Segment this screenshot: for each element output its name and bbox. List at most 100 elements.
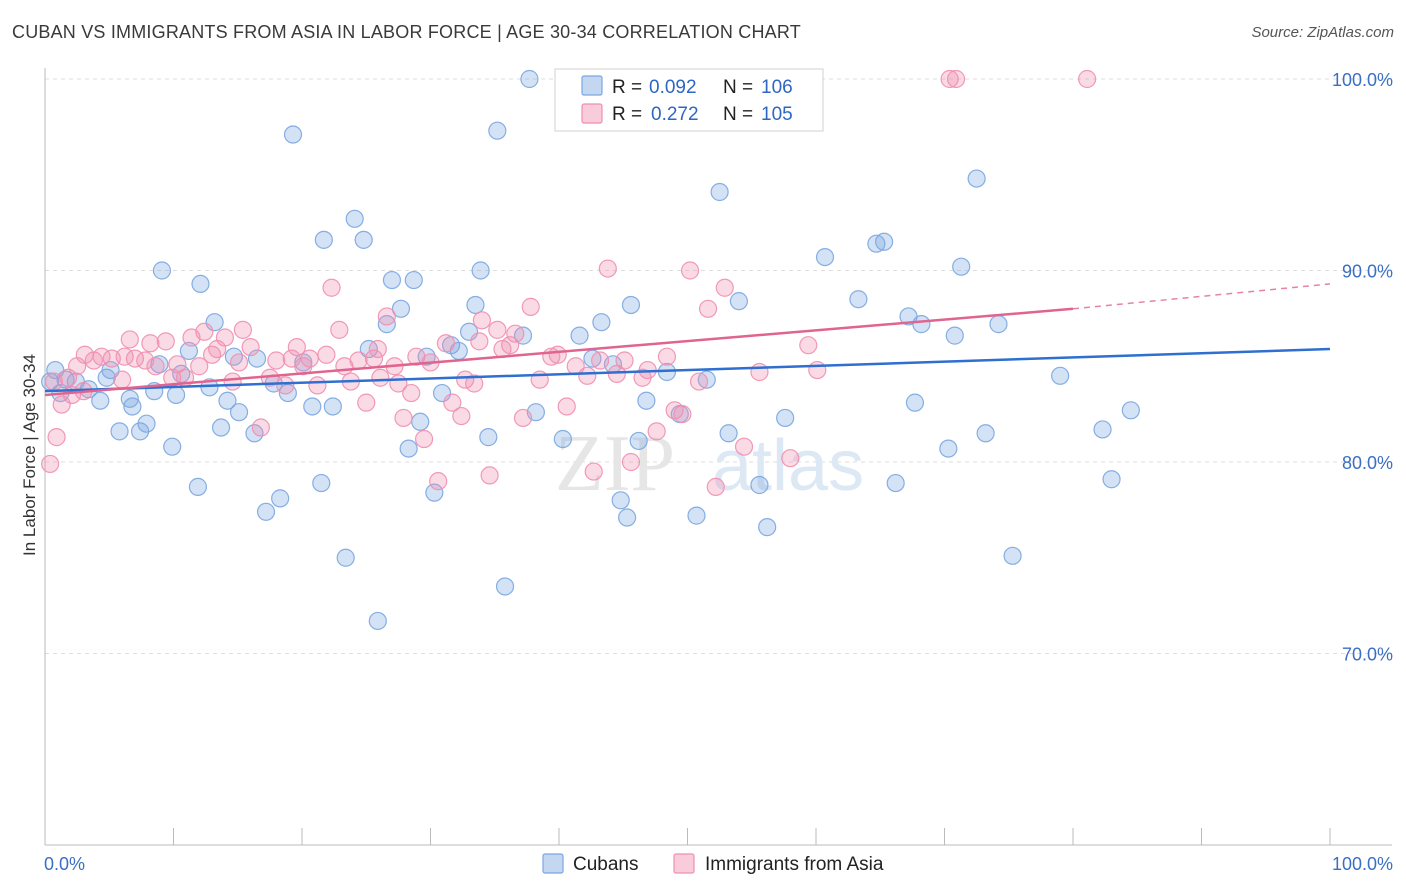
cubans-point-61: [488, 121, 507, 140]
cubans-point-74: [629, 431, 648, 451]
x-tick-label-0: 0.0%: [44, 854, 85, 874]
cubans-point-53: [425, 483, 444, 502]
asia-point-91: [698, 299, 718, 318]
cubans-point-39: [314, 230, 333, 249]
asia-point-67: [501, 336, 520, 355]
asia-point-27: [223, 372, 242, 391]
asia-point-52: [394, 408, 413, 428]
y-axis-title: In Labor Force | Age 30-34: [20, 354, 39, 556]
bottom-legend-swatch-cubans: [542, 853, 564, 874]
asia-point-59: [443, 393, 462, 412]
cubans-point-97: [967, 169, 986, 188]
asia-point-86: [657, 347, 677, 366]
cubans-point-67: [570, 326, 589, 345]
asia-point-12: [120, 330, 139, 349]
cubans-point-11: [123, 397, 142, 416]
y-tick-label-0: 100.0%: [1332, 70, 1393, 90]
cubans-point-73: [621, 295, 641, 315]
cubans-point-20: [179, 341, 199, 361]
asia-point-92: [706, 477, 725, 496]
asia-point-26: [215, 328, 234, 347]
asia-point-88: [673, 405, 692, 424]
asia-point-96: [781, 449, 800, 468]
asia-point-49: [377, 307, 396, 326]
y-tick-label-3: 70.0%: [1342, 645, 1393, 665]
x-tick-label-1: 100.0%: [1332, 854, 1393, 874]
watermark: ZIP atlas: [555, 420, 864, 508]
cubans-point-50: [404, 270, 423, 290]
asia-point-10: [112, 370, 132, 389]
asia-point-61: [456, 370, 475, 389]
cubans-point-96: [952, 257, 971, 276]
cubans-point-84: [758, 518, 777, 537]
cubans-point-16: [152, 261, 172, 280]
cubans-point-66: [553, 429, 572, 449]
asia-point-68: [506, 324, 525, 343]
cubans-point-49: [399, 439, 418, 458]
asia-point-76: [578, 366, 597, 385]
cubans-point-90: [886, 473, 905, 493]
asia-point-60: [452, 406, 471, 426]
cubans-point-92: [905, 393, 925, 412]
asia-point-30: [241, 338, 260, 357]
cubans-point-51: [411, 412, 430, 431]
asia-point-98: [808, 360, 827, 380]
asia-trend-extension: [1072, 283, 1331, 310]
cubans-point-100: [1003, 546, 1022, 565]
legend-r-label-asia: R =: [612, 104, 642, 125]
asia-point-28: [229, 353, 249, 372]
cubans-point-64: [520, 69, 539, 89]
asia-point-62: [465, 374, 484, 393]
asia-point-102: [44, 372, 64, 391]
cubans-point-60: [479, 428, 498, 447]
asia-point-0: [41, 454, 60, 474]
asia-point-70: [521, 297, 540, 316]
cubans-point-62: [495, 577, 515, 596]
asia-point-29: [233, 320, 252, 339]
y-tick-label-1: 90.0%: [1342, 262, 1393, 282]
bottom-legend-label-cubans: Cubans: [573, 854, 639, 875]
asia-point-85: [647, 422, 666, 441]
cubans-point-33: [271, 489, 290, 508]
asia-point-16: [146, 357, 165, 376]
cubans-point-43: [354, 230, 373, 249]
asia-trend-line: [44, 307, 1074, 397]
trend-lines: [44, 283, 1331, 397]
cubans-point-38: [312, 473, 331, 493]
asia-point-39: [308, 376, 327, 395]
bottom-legend: Cubans Immigrants from Asia: [542, 853, 884, 875]
cubans-point-102: [1093, 420, 1112, 439]
legend-swatch-asia: [581, 103, 603, 124]
asia-point-93: [715, 278, 734, 297]
legend-n-value-asia: 105: [761, 104, 793, 125]
cubans-point-99: [989, 315, 1008, 334]
asia-point-41: [322, 278, 341, 297]
asia-point-95: [750, 362, 769, 382]
asia-point-81: [615, 351, 634, 370]
cubans-point-101: [1051, 366, 1070, 385]
cubans-point-13: [137, 414, 156, 433]
cubans-point-35: [283, 125, 303, 144]
cubans-point-78: [687, 506, 706, 525]
cubans-point-46: [377, 315, 396, 334]
cubans-point-31: [256, 502, 276, 521]
asia-point-65: [488, 320, 507, 339]
asia-point-79: [598, 259, 617, 278]
cubans-trend-line: [44, 347, 1331, 393]
asia-point-15: [141, 334, 160, 353]
asia-point-48: [371, 368, 390, 387]
asia-point-46: [357, 393, 376, 412]
asia-point-58: [436, 334, 456, 353]
cubans-point-103: [1102, 470, 1121, 489]
cubans-point-27: [224, 347, 243, 366]
cubans-point-25: [211, 418, 231, 437]
cubans-point-95: [945, 326, 964, 345]
asia-point-42: [330, 320, 349, 339]
cubans-point-69: [592, 313, 611, 332]
cubans-point-45: [368, 611, 387, 631]
asia-point-104: [368, 339, 387, 359]
asia-point-40: [317, 345, 336, 364]
cubans-point-47: [382, 270, 402, 290]
cubans-point-83: [750, 475, 769, 495]
asia-point-19: [168, 355, 187, 374]
